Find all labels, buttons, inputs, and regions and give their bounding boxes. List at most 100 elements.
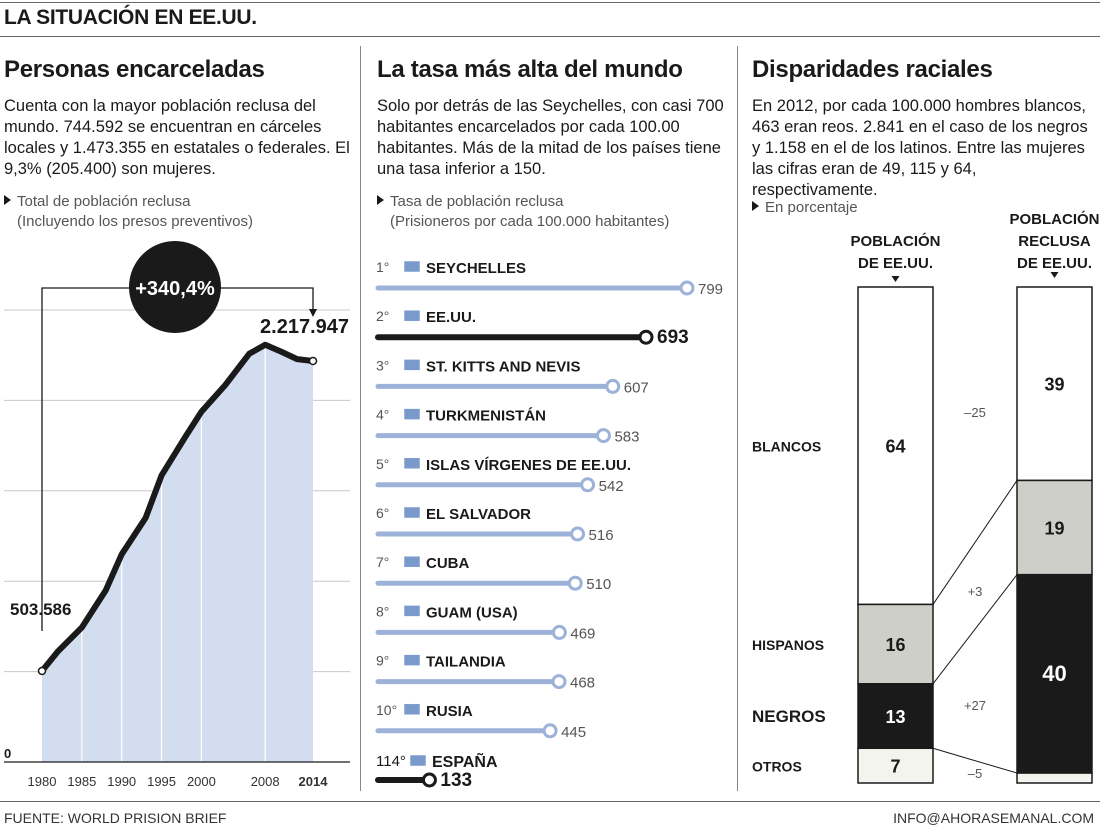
x-tick-label: 1995 bbox=[147, 774, 176, 789]
thailand-flag-icon bbox=[403, 654, 421, 666]
difference-label: –25 bbox=[964, 405, 986, 420]
guam-flag-icon bbox=[403, 605, 421, 617]
race-row-label: NEGROS bbox=[752, 707, 826, 726]
rate-bar-end bbox=[580, 477, 596, 493]
prison-population-area-chart: +340,4% 503.586 2.217.947 0 1980 1985 1990 1995… bbox=[4, 241, 350, 789]
rate-bar-end bbox=[551, 624, 567, 640]
x-tick-label: 2000 bbox=[187, 774, 216, 789]
stacked-segment bbox=[857, 683, 934, 750]
stacked-segment bbox=[857, 747, 934, 784]
turkmenistan-flag-icon bbox=[403, 408, 421, 420]
segment-connector bbox=[932, 480, 1018, 605]
rate-value-label: 469 bbox=[570, 625, 595, 642]
zero-label: 0 bbox=[4, 746, 11, 761]
column-header-line: POBLACIÓN bbox=[851, 232, 941, 250]
note-line-2: (Prisioneros por cada 100.000 habitantes… bbox=[390, 213, 670, 230]
usa-flag-icon bbox=[403, 309, 421, 322]
race-row-label: OTROS bbox=[752, 759, 802, 775]
difference-label: +3 bbox=[968, 584, 983, 599]
column-header-line: DE EE.UU. bbox=[858, 255, 933, 272]
country-label: ESPAÑA bbox=[432, 751, 498, 771]
x-tick-label: 2014 bbox=[299, 774, 329, 789]
segment-value-label: 40 bbox=[1042, 661, 1066, 686]
series-line bbox=[39, 341, 316, 674]
arrow-down-icon bbox=[1050, 272, 1059, 278]
racial-disparity-stacked-chart: 64 39 BLANCOS –25 16 19 HISPANOS +3 13 40 NEGROS +2… bbox=[752, 210, 1100, 784]
race-row-label: HISPANOS bbox=[752, 637, 824, 653]
panel-heading-rate: La tasa más alta del mundo bbox=[377, 56, 683, 83]
rank-label: 1° bbox=[376, 259, 389, 275]
page-title: LA SITUACIÓN EN EE.UU. bbox=[4, 6, 257, 29]
segment-value-label: 7 bbox=[890, 757, 900, 777]
stacked-segment bbox=[1016, 573, 1093, 774]
rank-label: 7° bbox=[376, 554, 389, 570]
rate-value-label: 693 bbox=[657, 327, 689, 348]
country-label: EL SALVADOR bbox=[426, 506, 531, 523]
segment-value-label: 13 bbox=[885, 707, 905, 727]
el-salvador-flag-icon bbox=[403, 506, 421, 519]
country-label: ST. KITTS AND NEVIS bbox=[426, 358, 580, 375]
segment-value-label: 39 bbox=[1044, 375, 1064, 395]
rate-bar-end bbox=[551, 674, 567, 690]
growth-label: +340,4% bbox=[135, 278, 215, 300]
country-label: TAILANDIA bbox=[426, 654, 506, 671]
rate-value-label: 607 bbox=[624, 379, 649, 396]
country-label: EE.UU. bbox=[426, 309, 476, 326]
rank-label: 3° bbox=[376, 357, 389, 373]
rate-value-label: 542 bbox=[599, 478, 624, 495]
rate-bar-end bbox=[570, 526, 586, 542]
x-tick-label: 1985 bbox=[67, 774, 96, 789]
divider-left bbox=[360, 46, 361, 791]
race-row-label: BLANCOS bbox=[752, 439, 821, 455]
column-header-line: DE EE.UU. bbox=[1017, 255, 1092, 272]
segment-value-label: 19 bbox=[1044, 519, 1064, 539]
rate-bar-end bbox=[542, 723, 558, 739]
russia-flag-icon bbox=[403, 703, 421, 716]
source-note: FUENTE: WORLD PRISION BRIEF bbox=[4, 810, 227, 826]
country-label: TURKMENISTÁN bbox=[426, 408, 546, 425]
rate-value-label: 510 bbox=[586, 576, 611, 593]
panel-text-race: En 2012, por cada 100.000 hombres blanco… bbox=[752, 97, 1088, 199]
footer-rule bbox=[0, 801, 1100, 802]
divider-right bbox=[737, 46, 738, 791]
country-label: SEYCHELLES bbox=[426, 260, 526, 277]
spain-flag-icon bbox=[409, 754, 427, 767]
area-fill bbox=[42, 344, 313, 762]
x-tick-label: 1980 bbox=[28, 774, 57, 789]
column-header-line: POBLACIÓN bbox=[1010, 210, 1100, 228]
panel-heading-race: Disparidades raciales bbox=[752, 56, 993, 83]
rate-value-label: 799 bbox=[698, 281, 723, 298]
rate-bar-end bbox=[638, 329, 654, 345]
rank-label: 5° bbox=[376, 456, 389, 472]
panel-note-prisoners: Total de población reclusa (Incluyendo l… bbox=[4, 192, 354, 232]
panel-heading-prisoners: Personas encarceladas bbox=[4, 56, 265, 83]
stacked-segment bbox=[1016, 772, 1093, 784]
top-rule bbox=[0, 2, 1100, 3]
panel-text-prisoners: Cuenta con la mayor población reclusa de… bbox=[4, 97, 350, 178]
rate-value-label: 583 bbox=[614, 429, 639, 446]
cuba-flag-icon bbox=[403, 555, 421, 568]
start-point bbox=[37, 666, 47, 676]
end-point bbox=[308, 356, 318, 366]
rank-label: 8° bbox=[376, 603, 389, 619]
contact-email[interactable]: INFO@AHORASEMANAL.COM bbox=[893, 810, 1094, 826]
rate-value-label: 445 bbox=[561, 724, 586, 741]
difference-label: –5 bbox=[968, 766, 982, 781]
panel-text-rate: Solo por detrás de las Seychelles, con c… bbox=[377, 97, 724, 178]
rate-bar-end bbox=[595, 428, 611, 444]
play-marker-icon bbox=[4, 195, 11, 205]
panel-note-race: En porcentaje bbox=[752, 198, 952, 218]
note-line-1: Tasa de población reclusa bbox=[390, 193, 564, 210]
end-value-label: 2.217.947 bbox=[260, 316, 349, 338]
column-header-line: RECLUSA bbox=[1018, 233, 1091, 250]
country-label: RUSIA bbox=[426, 703, 473, 720]
growth-badge bbox=[129, 241, 221, 333]
note-line-1: En porcentaje bbox=[765, 199, 858, 216]
us-virgin-islands-flag-icon bbox=[403, 457, 421, 470]
stacked-segment bbox=[1016, 286, 1093, 482]
x-tick-label: 1990 bbox=[107, 774, 136, 789]
play-marker-icon bbox=[752, 201, 759, 211]
rate-bar-end bbox=[567, 575, 583, 591]
arrow-down-icon bbox=[891, 276, 900, 282]
segment-value-label: 16 bbox=[885, 635, 905, 655]
